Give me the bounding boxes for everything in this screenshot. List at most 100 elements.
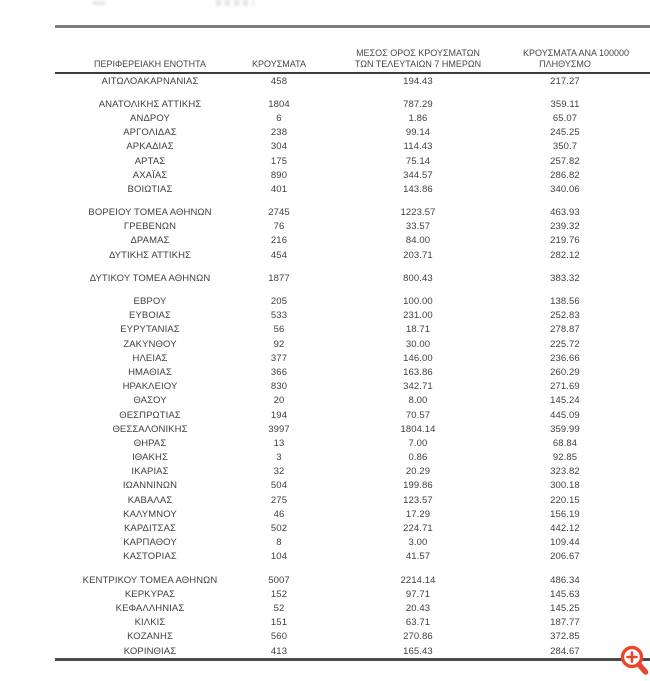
per100k-cell: 92.85 bbox=[552, 452, 578, 464]
cases-cell: 304 bbox=[270, 141, 288, 153]
per100k-cell: 271.69 bbox=[550, 381, 580, 393]
per100k-cell: 187.77 bbox=[550, 617, 580, 629]
table-row: ΑΙΤΩΛΟΑΚΑΡΝΑΝΙΑΣ 458 194.43 217.27 bbox=[55, 74, 650, 88]
cases-cell: 502 bbox=[270, 523, 288, 535]
region-name-cell: ΚΟΖΑΝΗΣ bbox=[127, 631, 173, 643]
cases-cell: 890 bbox=[270, 169, 288, 181]
cases-cell: 13 bbox=[273, 437, 285, 449]
table-row: ΗΛΕΙΑΣ 377 146.00 236.66 bbox=[55, 351, 650, 365]
region-name-cell: ΔΥΤΙΚΟΥ ΤΟΜΕΑ ΑΘΗΝΩΝ bbox=[89, 272, 211, 284]
cases-cell: 20 bbox=[273, 395, 285, 407]
header-cases-label: ΚΡΟΥΣΜΑΤΑ bbox=[252, 58, 306, 69]
cases-cell: 5007 bbox=[268, 574, 290, 586]
avg7-cell: 18.71 bbox=[405, 324, 431, 336]
per100k-cell: 372.85 bbox=[550, 631, 580, 643]
avg7-cell: 114.43 bbox=[403, 141, 433, 153]
cases-cell: 1877 bbox=[268, 272, 290, 284]
region-name-cell: ΙΘΑΚΗΣ bbox=[132, 452, 168, 464]
region-name-cell: ΘΑΣΟΥ bbox=[133, 395, 167, 407]
header-7day-average-line1: ΜΕΣΟΣ ΟΡΟΣ ΚΡΟΥΣΜΑΤΩΝ bbox=[356, 48, 480, 58]
header-cases: ΚΡΟΥΣΜΑΤΑ bbox=[245, 59, 313, 70]
per100k-cell: 217.27 bbox=[550, 75, 580, 87]
avg7-cell: 70.57 bbox=[405, 409, 431, 421]
avg7-cell: 20.29 bbox=[405, 466, 431, 478]
zoom-in-icon[interactable] bbox=[611, 639, 650, 680]
avg7-cell: 1804.14 bbox=[400, 423, 436, 435]
region-name-cell: ΑΙΤΩΛΟΑΚΑΡΝΑΝΙΑΣ bbox=[101, 75, 199, 87]
table-row: ΑΡΤΑΣ 175 75.14 257.82 bbox=[55, 154, 650, 168]
header-region: ΠΕΡΙΦΕΡΕΙΑΚΗ ΕΝΟΤΗΤΑ bbox=[55, 59, 245, 70]
cases-cell: 533 bbox=[270, 310, 288, 322]
cases-cell: 1804 bbox=[268, 98, 290, 110]
cases-cell: 76 bbox=[273, 221, 285, 233]
per100k-cell: 239.32 bbox=[550, 221, 580, 233]
region-name-cell: ΑΡΤΑΣ bbox=[134, 155, 166, 167]
per100k-cell: 220.15 bbox=[550, 494, 580, 506]
table-body: ΑΙΤΩΛΟΑΚΑΡΝΑΝΙΑΣ 458 194.43 217.27 ΑΝΑΤΟΛΙΚΗ… bbox=[55, 74, 650, 658]
cases-cell: 830 bbox=[270, 381, 288, 393]
region-name-cell: ΘΕΣΣΑΛΟΝΙΚΗΣ bbox=[112, 423, 188, 435]
region-name-cell: ΚΑΣΤΟΡΙΑΣ bbox=[123, 551, 177, 563]
avg7-cell: 33.57 bbox=[405, 221, 431, 233]
cases-cell: 2745 bbox=[268, 207, 290, 219]
table-row: ΘΗΡΑΣ 13 7.00 68.84 bbox=[55, 436, 650, 450]
table-row: ΑΡΓΟΛΙΔΑΣ 238 99.14 245.25 bbox=[55, 126, 650, 140]
table-row: ΓΡΕΒΕΝΩΝ 76 33.57 239.32 bbox=[55, 220, 650, 234]
per100k-cell: 350.7 bbox=[552, 141, 578, 153]
cases-cell: 46 bbox=[273, 508, 285, 520]
avg7-cell: 342.71 bbox=[403, 381, 433, 393]
per100k-cell: 156.19 bbox=[550, 508, 580, 520]
table-row: ΑΡΚΑΔΙΑΣ 304 114.43 350.7 bbox=[55, 140, 650, 154]
region-name-cell: ΖΑΚΥΝΘΟΥ bbox=[123, 338, 177, 350]
per100k-cell: 442.12 bbox=[550, 523, 580, 535]
covid-cases-table: ΠΕΡΙΦΕΡΕΙΑΚΗ ΕΝΟΤΗΤΑ ΚΡΟΥΣΜΑΤΑ ΜΕΣΟΣ ΟΡΟ… bbox=[55, 25, 650, 661]
cases-cell: 3997 bbox=[268, 423, 290, 435]
region-name-cell: ΒΟΡΕΙΟΥ ΤΟΜΕΑ ΑΘΗΝΩΝ bbox=[88, 207, 212, 219]
avg7-cell: 270.86 bbox=[403, 631, 433, 643]
region-name-cell: ΚΕΦΑΛΛΗΝΙΑΣ bbox=[115, 602, 185, 614]
group-gap bbox=[55, 88, 650, 97]
table-row: ΙΚΑΡΙΑΣ 32 20.29 323.82 bbox=[55, 465, 650, 479]
cases-cell: 401 bbox=[270, 183, 288, 195]
table-row: ΚΟΡΙΝΘΙΑΣ 413 165.43 284.67 bbox=[55, 644, 650, 658]
per100k-cell: 145.63 bbox=[550, 588, 580, 600]
header-region-label: ΠΕΡΙΦΕΡΕΙΑΚΗ ΕΝΟΤΗΤΑ bbox=[93, 58, 207, 69]
region-name-cell: ΑΝΑΤΟΛΙΚΗΣ ΑΤΤΙΚΗΣ bbox=[98, 98, 202, 110]
avg7-cell: 143.86 bbox=[403, 183, 433, 195]
per100k-cell: 359.99 bbox=[550, 423, 580, 435]
table-row: ΔΥΤΙΚΗΣ ΑΤΤΙΚΗΣ 454 203.71 282.12 bbox=[55, 248, 650, 262]
avg7-cell: 344.57 bbox=[403, 169, 433, 181]
table-row: ΘΕΣΠΡΩΤΙΑΣ 194 70.57 445.09 bbox=[55, 408, 650, 422]
table-row: ΕΒΡΟΥ 205 100.00 138.56 bbox=[55, 294, 650, 308]
group-gap bbox=[55, 285, 650, 294]
avg7-cell: 63.71 bbox=[405, 617, 431, 629]
per100k-cell: 300.18 bbox=[550, 480, 580, 492]
region-name-cell: ΗΡΑΚΛΕΙΟΥ bbox=[122, 381, 178, 393]
per100k-cell: 260.29 bbox=[550, 366, 580, 378]
region-name-cell: ΑΝΔΡΟΥ bbox=[130, 112, 170, 124]
avg7-cell: 8.00 bbox=[408, 395, 428, 407]
per100k-cell: 445.09 bbox=[550, 409, 580, 421]
avg7-cell: 2214.14 bbox=[400, 574, 436, 586]
avg7-cell: 41.57 bbox=[405, 551, 431, 563]
avg7-cell: 97.71 bbox=[405, 588, 431, 600]
group-gap bbox=[55, 197, 650, 206]
per100k-cell: 138.56 bbox=[550, 296, 580, 308]
region-name-cell: ΚΑΛΥΜΝΟΥ bbox=[123, 508, 177, 520]
cases-cell: 275 bbox=[270, 494, 288, 506]
per100k-cell: 323.82 bbox=[550, 466, 580, 478]
header-7day-average: ΜΕΣΟΣ ΟΡΟΣ ΚΡΟΥΣΜΑΤΩΝ ΤΩΝ ΤΕΛΕΥΤΑΙΩΝ 7 Η… bbox=[313, 48, 523, 69]
region-name-cell: ΕΥΡΥΤΑΝΙΑΣ bbox=[120, 324, 180, 336]
region-name-cell: ΚΑΡΔΙΤΣΑΣ bbox=[123, 523, 177, 535]
avg7-cell: 3.00 bbox=[408, 537, 428, 549]
avg7-cell: 163.86 bbox=[403, 366, 433, 378]
per100k-cell: 206.67 bbox=[550, 551, 580, 563]
table-row: ΚΕΝΤΡΙΚΟΥ ΤΟΜΕΑ ΑΘΗΝΩΝ 5007 2214.14 486.34 bbox=[55, 573, 650, 587]
region-name-cell: ΚΙΛΚΙΣ bbox=[134, 617, 166, 629]
per100k-cell: 257.82 bbox=[550, 155, 580, 167]
avg7-cell: 165.43 bbox=[403, 645, 433, 657]
per100k-cell: 236.66 bbox=[550, 352, 580, 364]
table-row: ΖΑΚΥΝΘΟΥ 92 30.00 225.72 bbox=[55, 337, 650, 351]
per100k-cell: 109.44 bbox=[550, 537, 580, 549]
region-name-cell: ΔΡΑΜΑΣ bbox=[130, 235, 170, 247]
